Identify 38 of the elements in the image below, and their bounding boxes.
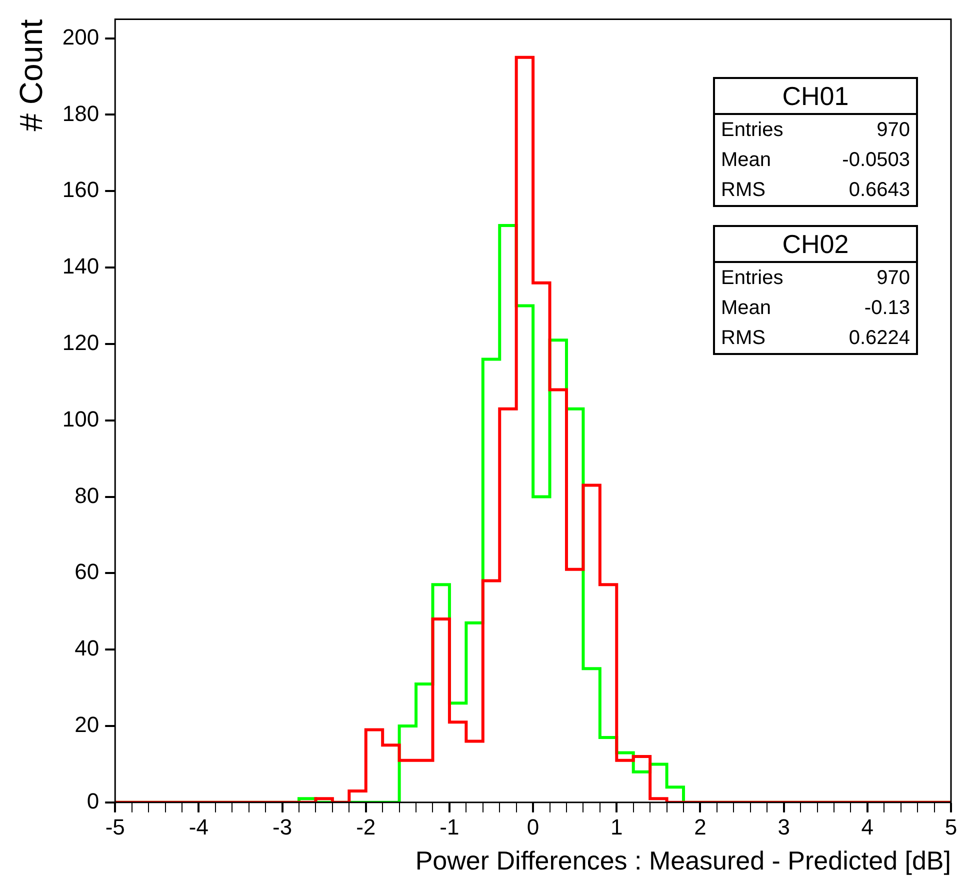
annotation: RMS	[721, 178, 766, 203]
annotation: CH01	[715, 79, 916, 115]
annotation: RMS	[721, 326, 766, 351]
x-axis-title: Power Differences : Measured - Predicted [dB]	[415, 846, 951, 876]
annotation: Mean	[721, 148, 772, 173]
x-tick-label: -1	[440, 814, 460, 840]
y-tick-label: 200	[62, 24, 100, 50]
x-tick-label: 0	[526, 814, 540, 840]
x-tick-label: -3	[272, 814, 292, 840]
x-tick-label: 3	[778, 814, 790, 840]
y-tick-label: 100	[62, 406, 100, 432]
annotation: 0.6224	[848, 326, 910, 351]
annotation: 970	[876, 118, 910, 143]
x-tick-label: -5	[105, 814, 125, 840]
y-tick-label: 120	[62, 330, 100, 356]
x-tick-label: -2	[356, 814, 376, 840]
y-tick-label: 180	[62, 100, 100, 126]
annotation: -0.0503	[842, 148, 910, 173]
x-tick-label: 2	[694, 814, 706, 840]
annotation: -0.13	[864, 296, 910, 321]
y-tick-label: 140	[62, 254, 100, 279]
x-tick-label: 5	[944, 814, 958, 840]
annotation: 0.6643	[848, 178, 910, 203]
annotation: Entries	[721, 118, 784, 143]
y-axis-title: # Count	[13, 19, 50, 132]
x-tick-label: 4	[861, 814, 874, 840]
y-tick-label: 20	[74, 712, 100, 738]
annotation: Mean	[721, 296, 772, 321]
y-tick-label: 60	[74, 559, 100, 584]
y-tick-label: 0	[86, 788, 100, 814]
y-tick-label: 80	[74, 482, 100, 508]
annotation: CH02	[715, 227, 916, 263]
annotation: 970	[876, 266, 910, 291]
y-tick-label: 40	[74, 636, 100, 661]
annotation: Entries	[721, 266, 784, 291]
x-tick-label: 1	[610, 814, 623, 840]
x-tick-label: -4	[188, 814, 208, 840]
y-tick-label: 160	[62, 177, 100, 202]
